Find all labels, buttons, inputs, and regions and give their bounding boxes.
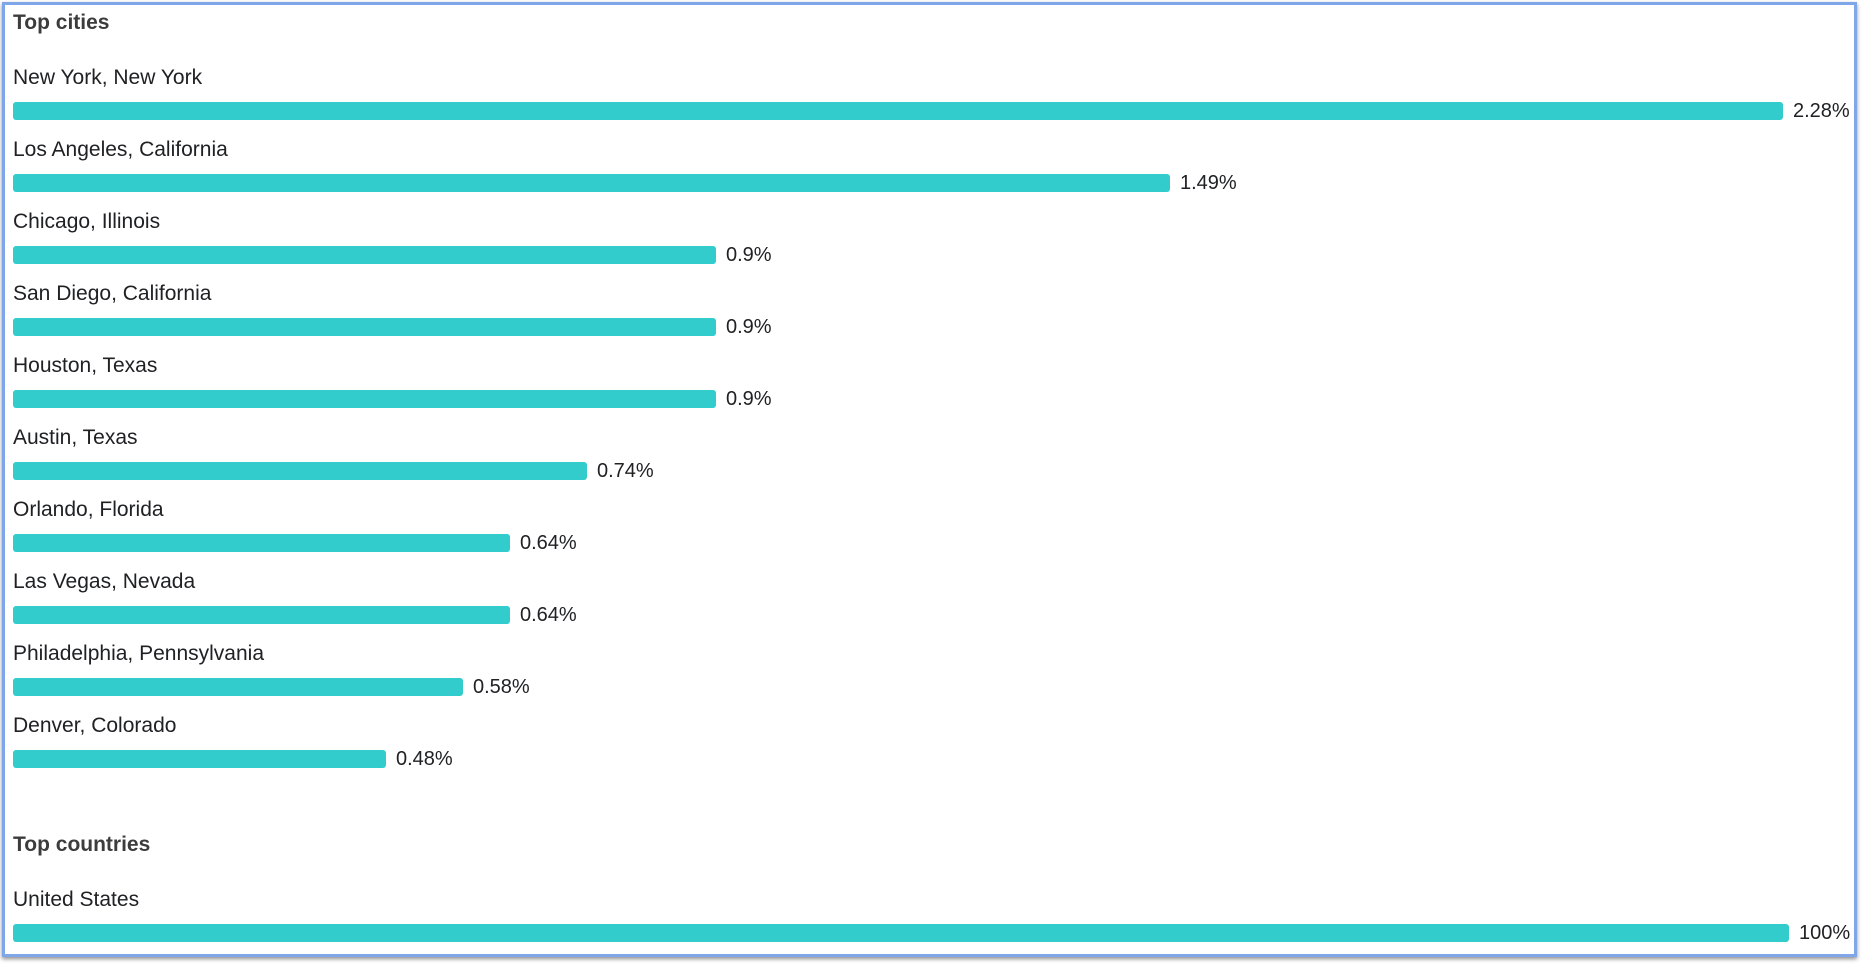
- city-bar-track: 0.58%: [13, 675, 1850, 699]
- city-value: 0.58%: [473, 676, 530, 698]
- city-bar-track: 0.64%: [13, 531, 1850, 555]
- city-bar: [13, 606, 510, 624]
- city-label: Las Vegas, Nevada: [13, 570, 196, 593]
- city-bar: [13, 174, 1170, 192]
- city-row: Philadelphia, Pennsylvania 0.58%: [13, 641, 1850, 713]
- city-bar: [13, 750, 386, 768]
- city-bar-track: 0.74%: [13, 459, 1850, 483]
- city-value: 0.64%: [520, 604, 577, 626]
- city-label: Chicago, Illinois: [13, 210, 161, 233]
- city-label: New York, New York: [13, 66, 203, 89]
- top-cities-title: Top cities: [13, 11, 110, 34]
- city-bar: [13, 534, 510, 552]
- country-row: United States 100%: [13, 887, 1850, 959]
- city-label: Los Angeles, California: [13, 138, 228, 161]
- city-bar: [13, 318, 716, 336]
- city-value: 2.28%: [1793, 100, 1850, 122]
- city-row: Chicago, Illinois 0.9%: [13, 209, 1850, 281]
- country-label: United States: [13, 888, 140, 911]
- city-bar-track: 0.48%: [13, 747, 1850, 771]
- city-row: Los Angeles, California 1.49%: [13, 137, 1850, 209]
- city-label: San Diego, California: [13, 282, 212, 305]
- city-bar: [13, 678, 463, 696]
- country-bar: [13, 924, 1789, 942]
- city-bar-track: 1.49%: [13, 171, 1850, 195]
- city-row: Denver, Colorado 0.48%: [13, 713, 1850, 785]
- city-bar: [13, 390, 716, 408]
- city-label: Houston, Texas: [13, 354, 158, 377]
- city-row: New York, New York 2.28%: [13, 65, 1850, 137]
- city-value: 0.9%: [726, 316, 772, 338]
- city-value: 0.64%: [520, 532, 577, 554]
- city-value: 0.9%: [726, 244, 772, 266]
- city-value: 0.9%: [726, 388, 772, 410]
- city-value: 0.74%: [597, 460, 654, 482]
- city-bar-track: 0.9%: [13, 387, 1850, 411]
- city-label: Philadelphia, Pennsylvania: [13, 642, 265, 665]
- city-bar: [13, 246, 716, 264]
- city-bar-track: 0.64%: [13, 603, 1850, 627]
- city-row: Las Vegas, Nevada 0.64%: [13, 569, 1850, 641]
- country-bar-track: 100%: [13, 921, 1850, 945]
- city-bar: [13, 462, 587, 480]
- city-bar-track: 2.28%: [13, 99, 1850, 123]
- top-countries-title: Top countries: [13, 833, 151, 856]
- city-bar-track: 0.9%: [13, 243, 1850, 267]
- city-label: Orlando, Florida: [13, 498, 164, 521]
- city-row: Houston, Texas 0.9%: [13, 353, 1850, 425]
- city-bar: [13, 102, 1783, 120]
- city-value: 0.48%: [396, 748, 453, 770]
- city-row: San Diego, California 0.9%: [13, 281, 1850, 353]
- city-label: Austin, Texas: [13, 426, 138, 449]
- city-label: Denver, Colorado: [13, 714, 177, 737]
- city-row: Austin, Texas 0.74%: [13, 425, 1850, 497]
- country-value: 100%: [1799, 922, 1851, 944]
- city-row: Orlando, Florida 0.64%: [13, 497, 1850, 569]
- city-bar-track: 0.9%: [13, 315, 1850, 339]
- city-value: 1.49%: [1180, 172, 1237, 194]
